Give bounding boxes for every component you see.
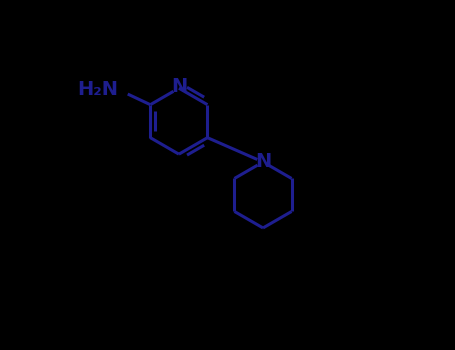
Text: H₂N: H₂N bbox=[77, 79, 118, 99]
Text: N: N bbox=[255, 153, 271, 172]
Text: N: N bbox=[171, 77, 187, 96]
